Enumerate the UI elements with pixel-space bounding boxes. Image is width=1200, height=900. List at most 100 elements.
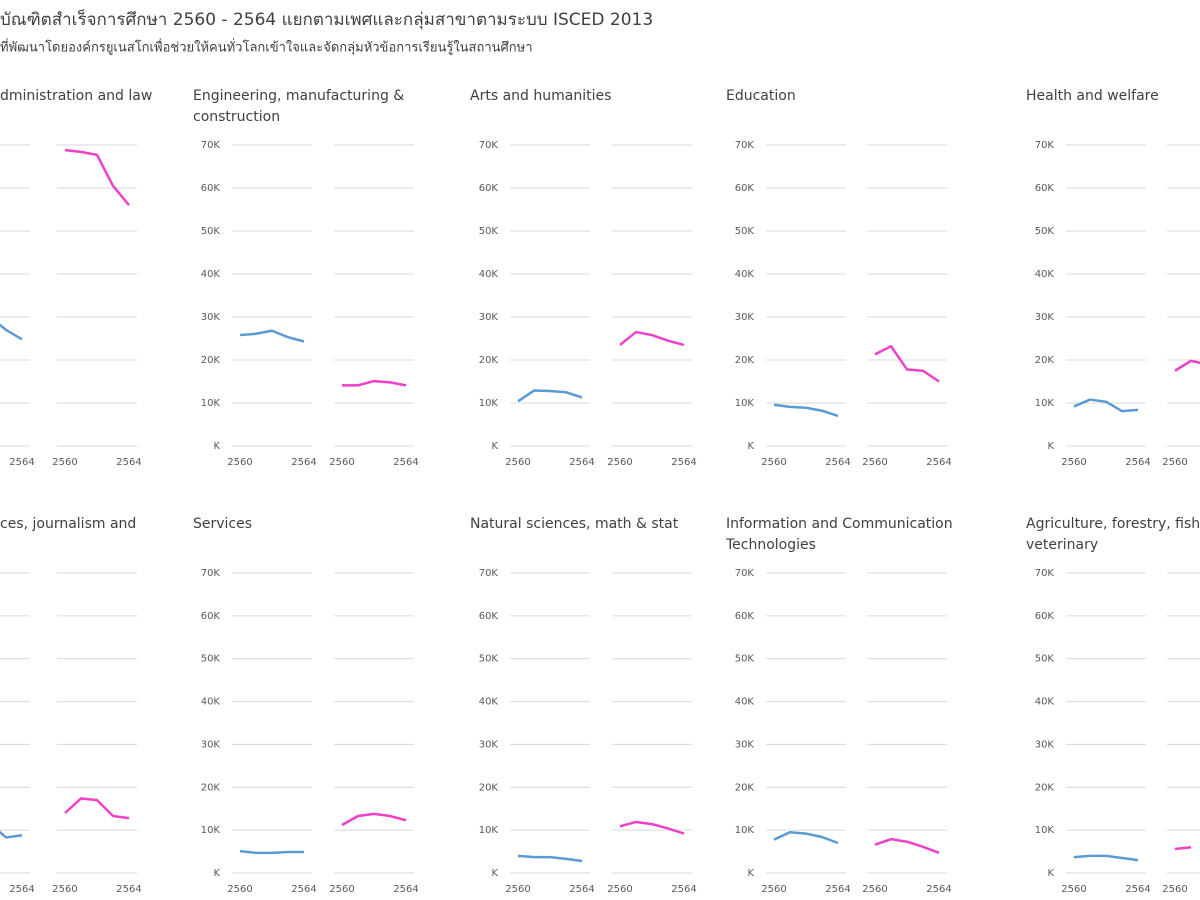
y-tick-label: 60K [479,183,499,194]
x-tick-label: 2564 [9,457,34,468]
series-line [517,854,583,863]
y-tick-label: 20K [1035,782,1055,793]
y-tick-label: 20K [735,355,755,366]
series-line [1073,398,1139,413]
x-tick-label: 2564 [1125,884,1150,895]
y-tick-label: 40K [201,697,221,708]
y-tick-label: K [747,441,754,452]
panel-title: Natural sciences, math & stat [470,516,679,532]
x-tick-label: 2560 [1061,457,1086,468]
y-tick-label: 30K [201,312,221,323]
y-tick-label: 50K [201,226,221,237]
y-tick-label: 70K [1035,568,1055,579]
x-tick-label: 2564 [1125,457,1150,468]
x-tick-label: 2564 [926,884,951,895]
series-line [619,820,685,835]
x-tick-label: 2564 [393,457,418,468]
x-tick-label: 2560 [505,884,530,895]
panel-title: construction [193,109,280,125]
y-tick-label: 10K [201,398,221,409]
y-tick-label: K [747,868,754,879]
y-tick-label: 50K [735,654,755,665]
series-line [619,330,685,347]
y-tick-label: 10K [1035,825,1055,836]
x-tick-label: 2560 [761,884,786,895]
y-tick-label: 70K [479,140,499,151]
y-tick-label: K [1047,868,1054,879]
x-tick-label: 2560 [505,457,530,468]
y-tick-label: 40K [201,269,221,280]
series-line [64,797,130,820]
series-line [1073,854,1139,862]
y-tick-label: 50K [1035,226,1055,237]
x-tick-label: 2564 [671,884,696,895]
y-tick-label: 40K [479,269,499,280]
x-tick-label: 2560 [329,457,354,468]
x-tick-label: 2560 [1162,457,1187,468]
y-tick-label: 30K [735,312,755,323]
x-tick-label: 2560 [329,884,354,895]
panel-title: Agriculture, forestry, fish [1026,516,1200,532]
x-tick-label: 2560 [1061,884,1086,895]
panel-title: Education [726,88,796,104]
chart-title: บัณฑิตสำเร็จการศึกษา 2560 - 2564 แยกตามเ… [0,8,653,30]
y-tick-label: 60K [479,611,499,622]
series-line [239,849,304,855]
series-line [239,329,305,343]
series-line [1174,846,1192,851]
y-tick-label: 30K [735,739,755,750]
series-line [874,837,940,855]
x-tick-label: 2560 [1162,884,1187,895]
panel-title: dministration and law [0,88,152,104]
y-tick-label: 60K [1035,183,1055,194]
x-tick-label: 2564 [116,884,141,895]
y-tick-label: 20K [201,782,221,793]
panel-title: Information and Communication [726,516,953,532]
y-tick-label: 40K [735,269,755,280]
x-tick-label: 2560 [52,884,77,895]
y-tick-label: 20K [1035,355,1055,366]
x-tick-label: 2564 [291,884,316,895]
y-tick-label: 20K [479,355,499,366]
x-tick-label: 2560 [607,457,632,468]
y-tick-label: 70K [201,568,221,579]
series-line [0,830,23,839]
y-tick-label: 30K [479,312,499,323]
x-tick-label: 2564 [291,457,316,468]
series-line [342,379,407,387]
y-tick-label: 60K [735,183,755,194]
x-tick-label: 2564 [825,884,850,895]
y-tick-label: 50K [201,654,221,665]
y-tick-label: 20K [735,782,755,793]
y-tick-label: 60K [201,183,221,194]
y-tick-label: 70K [201,140,221,151]
series-line [341,812,407,827]
y-tick-label: 10K [735,398,755,409]
y-tick-label: 50K [735,226,755,237]
series-line [773,403,839,418]
y-tick-label: K [491,868,498,879]
y-tick-label: 30K [1035,312,1055,323]
y-tick-label: 70K [1035,140,1055,151]
y-tick-label: 10K [479,398,499,409]
y-tick-label: 40K [735,697,755,708]
panel-title: Arts and humanities [470,88,611,104]
x-tick-label: 2560 [862,884,887,895]
y-tick-label: 60K [1035,611,1055,622]
series-line [773,831,839,845]
panel-title: Engineering, manufacturing & [193,88,404,104]
y-tick-label: 30K [479,739,499,750]
y-tick-label: 50K [1035,654,1055,665]
panel-title: veterinary [1026,537,1098,553]
series-line [1174,359,1200,372]
chart-subtitle: ที่พัฒนาโดยองค์กรยูเนสโกเพื่อช่วยให้คนทั… [0,39,533,56]
y-tick-label: 40K [479,697,499,708]
series-line [874,344,940,383]
y-tick-label: K [491,441,498,452]
y-tick-label: 20K [201,355,221,366]
y-tick-label: 50K [479,226,499,237]
y-tick-label: 20K [479,782,499,793]
series-line [517,389,583,403]
panel-title: ces, journalism and [0,516,136,532]
